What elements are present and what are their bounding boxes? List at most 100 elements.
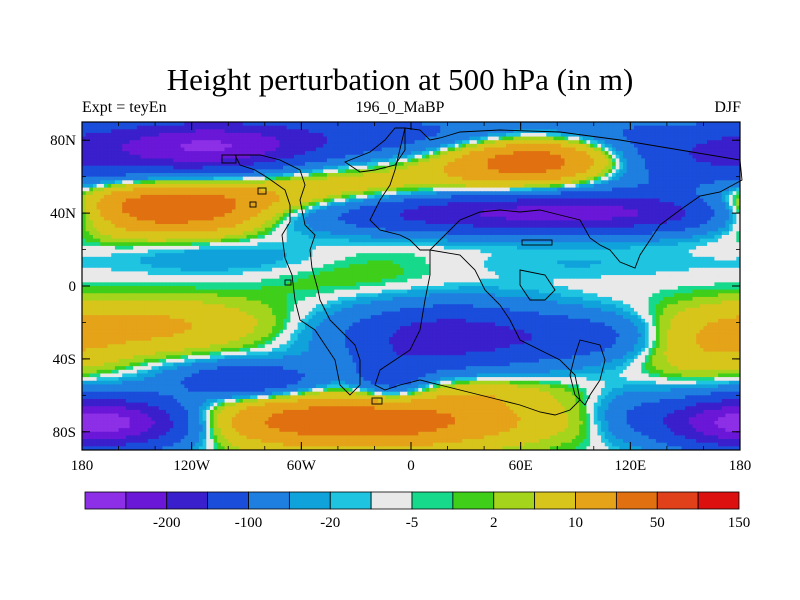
field-cell [469, 220, 473, 224]
field-cell [188, 151, 192, 155]
field-cell [649, 177, 653, 181]
field-cell [561, 188, 565, 192]
field-cell [722, 122, 726, 126]
field-cell [287, 188, 291, 192]
field-cell [517, 162, 521, 166]
field-cell [309, 188, 313, 192]
field-cell [309, 140, 313, 144]
field-cell [89, 158, 93, 162]
field-cell [331, 195, 335, 199]
field-cell [601, 191, 605, 195]
field-cell [342, 177, 346, 181]
field-cell [641, 137, 645, 141]
field-cell [616, 140, 620, 144]
field-cell [247, 169, 251, 173]
field-cell [718, 206, 722, 210]
field-cell [279, 213, 283, 217]
field-cell [641, 133, 645, 137]
field-cell [528, 199, 532, 203]
field-cell [623, 129, 627, 133]
field-cell [576, 173, 580, 177]
field-cell [86, 199, 90, 203]
field-cell [583, 206, 587, 210]
field-cell [334, 137, 338, 141]
field-cell [561, 220, 565, 224]
field-cell [133, 199, 137, 203]
field-cell [283, 173, 287, 177]
field-cell [532, 173, 536, 177]
field-cell [247, 217, 251, 221]
field-cell [510, 199, 514, 203]
field-cell [491, 217, 495, 221]
field-cell [257, 209, 261, 213]
field-cell [703, 122, 707, 126]
field-cell [451, 206, 455, 210]
field-cell [228, 199, 232, 203]
field-cell [616, 129, 620, 133]
field-cell [623, 217, 627, 221]
field-cell [616, 217, 620, 221]
field-cell [546, 202, 550, 206]
field-cell [393, 188, 397, 192]
field-cell [608, 162, 612, 166]
field-cell [122, 220, 126, 224]
field-cell [645, 162, 649, 166]
field-cell [82, 148, 86, 152]
field-cell [305, 195, 309, 199]
field-cell [301, 199, 305, 203]
field-cell [144, 155, 148, 159]
field-cell [199, 199, 203, 203]
field-cell [334, 180, 338, 184]
field-cell [257, 220, 261, 224]
field-cell [583, 137, 587, 141]
field-cell [422, 202, 426, 206]
field-cell [630, 173, 634, 177]
field-cell [663, 191, 667, 195]
field-cell [725, 217, 729, 221]
field-cell [546, 126, 550, 130]
field-cell [462, 144, 466, 148]
field-cell [590, 206, 594, 210]
field-cell [608, 180, 612, 184]
field-cell [239, 180, 243, 184]
field-cell [557, 199, 561, 203]
field-cell [119, 162, 123, 166]
field-cell [221, 206, 225, 210]
field-cell [418, 213, 422, 217]
field-cell [155, 217, 159, 221]
field-cell [469, 166, 473, 170]
field-cell [528, 206, 532, 210]
field-cell [561, 166, 565, 170]
field-cell [228, 188, 232, 192]
field-cell [667, 137, 671, 141]
field-cell [363, 209, 367, 213]
field-cell [115, 206, 119, 210]
field-cell [133, 151, 137, 155]
field-cell [323, 137, 327, 141]
field-cell [641, 177, 645, 181]
field-cell [404, 173, 408, 177]
field-cell [349, 209, 353, 213]
field-cell [338, 188, 342, 192]
field-cell [140, 137, 144, 141]
field-cell [469, 144, 473, 148]
field-cell [130, 209, 134, 213]
field-cell [462, 151, 466, 155]
field-cell [601, 166, 605, 170]
field-cell [550, 126, 554, 130]
field-cell [444, 220, 448, 224]
field-cell [371, 206, 375, 210]
field-cell [491, 133, 495, 137]
field-cell [309, 155, 313, 159]
field-cell [440, 184, 444, 188]
field-cell [444, 177, 448, 181]
field-cell [356, 209, 360, 213]
field-cell [729, 195, 733, 199]
field-cell [539, 126, 543, 130]
field-cell [382, 173, 386, 177]
field-cell [524, 162, 528, 166]
field-cell [473, 140, 477, 144]
field-cell [327, 148, 331, 152]
field-cell [206, 140, 210, 144]
field-cell [433, 133, 437, 137]
